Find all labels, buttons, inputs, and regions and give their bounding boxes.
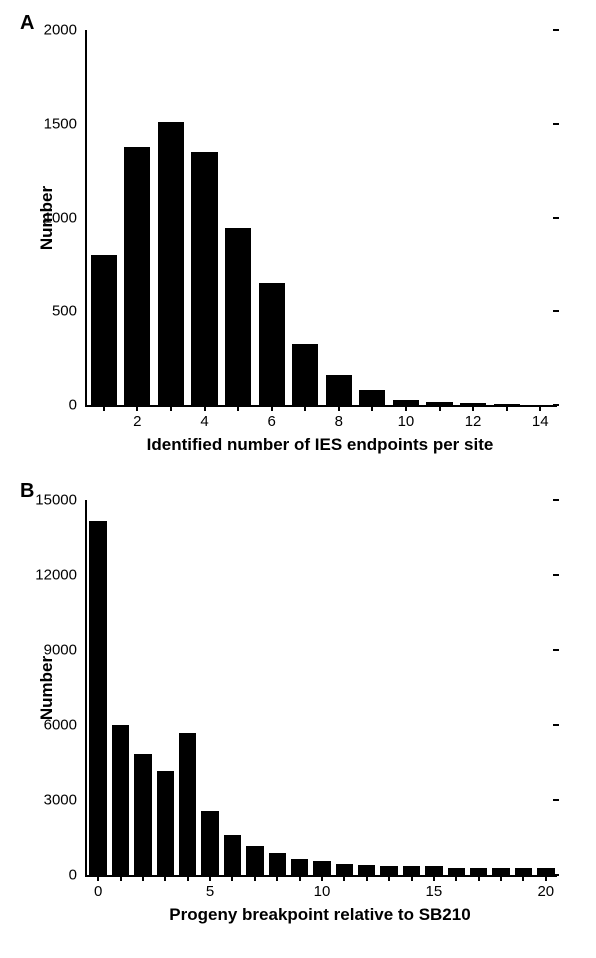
histogram-bar (269, 853, 286, 876)
xtick-mark (187, 875, 189, 881)
xtick-mark (237, 405, 239, 411)
ytick-mark (553, 724, 559, 726)
panel-a-ylabel: Number (37, 185, 57, 249)
ytick-label: 2000 (44, 22, 87, 39)
histogram-bar (492, 868, 509, 876)
histogram-bar (201, 811, 218, 875)
xtick-mark (506, 405, 508, 411)
ytick-mark (553, 499, 559, 501)
scientific-figure: A 05001000150020002468101214 Number Iden… (0, 0, 596, 958)
xtick-mark (231, 875, 233, 881)
xtick-mark (164, 875, 166, 881)
xtick-mark (439, 405, 441, 411)
histogram-bar (336, 864, 353, 875)
xtick-mark (304, 405, 306, 411)
ytick-label: 0 (69, 397, 87, 414)
histogram-bar (124, 147, 150, 405)
ytick-mark (553, 799, 559, 801)
histogram-bar (470, 868, 487, 876)
xtick-mark (366, 875, 368, 881)
ytick-mark (553, 649, 559, 651)
xtick-mark (478, 875, 480, 881)
xtick-label: 12 (465, 405, 482, 430)
xtick-label: 2 (133, 405, 141, 430)
histogram-bar (292, 344, 318, 405)
xtick-mark (120, 875, 122, 881)
ytick-mark (553, 123, 559, 125)
xtick-mark (254, 875, 256, 881)
ytick-label: 500 (52, 303, 87, 320)
panel-b-ylabel: Number (37, 655, 57, 719)
histogram-bar (112, 725, 129, 875)
xtick-label: 4 (200, 405, 208, 430)
xtick-mark (522, 875, 524, 881)
histogram-bar (91, 255, 117, 405)
histogram-bar (358, 865, 375, 875)
ytick-label: 3000 (44, 792, 87, 809)
xtick-label: 6 (267, 405, 275, 430)
histogram-bar (225, 228, 251, 405)
xtick-mark (411, 875, 413, 881)
xtick-mark (455, 875, 457, 881)
xtick-mark (103, 405, 105, 411)
xtick-label: 5 (206, 875, 214, 900)
xtick-label: 0 (94, 875, 102, 900)
histogram-bar (246, 846, 263, 875)
ytick-label: 1500 (44, 115, 87, 132)
xtick-label: 15 (426, 875, 443, 900)
panel-b-label: B (20, 480, 34, 503)
ytick-mark (553, 310, 559, 312)
histogram-bar (224, 835, 241, 875)
histogram-bar (89, 521, 106, 875)
xtick-mark (142, 875, 144, 881)
histogram-bar (403, 866, 420, 875)
panel-a-xlabel: Identified number of IES endpoints per s… (85, 435, 555, 455)
panel-b-chart: 0300060009000120001500005101520 (85, 500, 557, 877)
histogram-bar (191, 152, 217, 405)
ytick-label: 12000 (35, 567, 87, 584)
xtick-label: 8 (335, 405, 343, 430)
histogram-bar (158, 122, 184, 405)
ytick-mark (553, 404, 559, 406)
xtick-mark (343, 875, 345, 881)
histogram-bar (326, 375, 352, 405)
histogram-bar (425, 866, 442, 875)
xtick-label: 20 (537, 875, 554, 900)
panel-a-chart: 05001000150020002468101214 (85, 30, 557, 407)
xtick-label: 14 (532, 405, 549, 430)
panel-a-label: A (20, 12, 34, 35)
xtick-mark (170, 405, 172, 411)
histogram-bar (359, 390, 385, 405)
ytick-mark (553, 217, 559, 219)
xtick-mark (388, 875, 390, 881)
histogram-bar (291, 859, 308, 875)
histogram-bar (380, 866, 397, 875)
xtick-mark (500, 875, 502, 881)
histogram-bar (313, 861, 330, 875)
ytick-mark (553, 574, 559, 576)
ytick-label: 15000 (35, 492, 87, 509)
histogram-bar (515, 868, 532, 876)
xtick-label: 10 (314, 875, 331, 900)
histogram-bar (157, 771, 174, 875)
xtick-label: 10 (398, 405, 415, 430)
histogram-bar (259, 283, 285, 405)
histogram-bar (537, 868, 554, 876)
xtick-mark (299, 875, 301, 881)
histogram-bar (134, 754, 151, 875)
histogram-bar (179, 733, 196, 876)
xtick-mark (276, 875, 278, 881)
ytick-mark (553, 29, 559, 31)
histogram-bar (448, 868, 465, 876)
panel-b-xlabel: Progeny breakpoint relative to SB210 (85, 905, 555, 925)
ytick-label: 0 (69, 867, 87, 884)
xtick-mark (371, 405, 373, 411)
